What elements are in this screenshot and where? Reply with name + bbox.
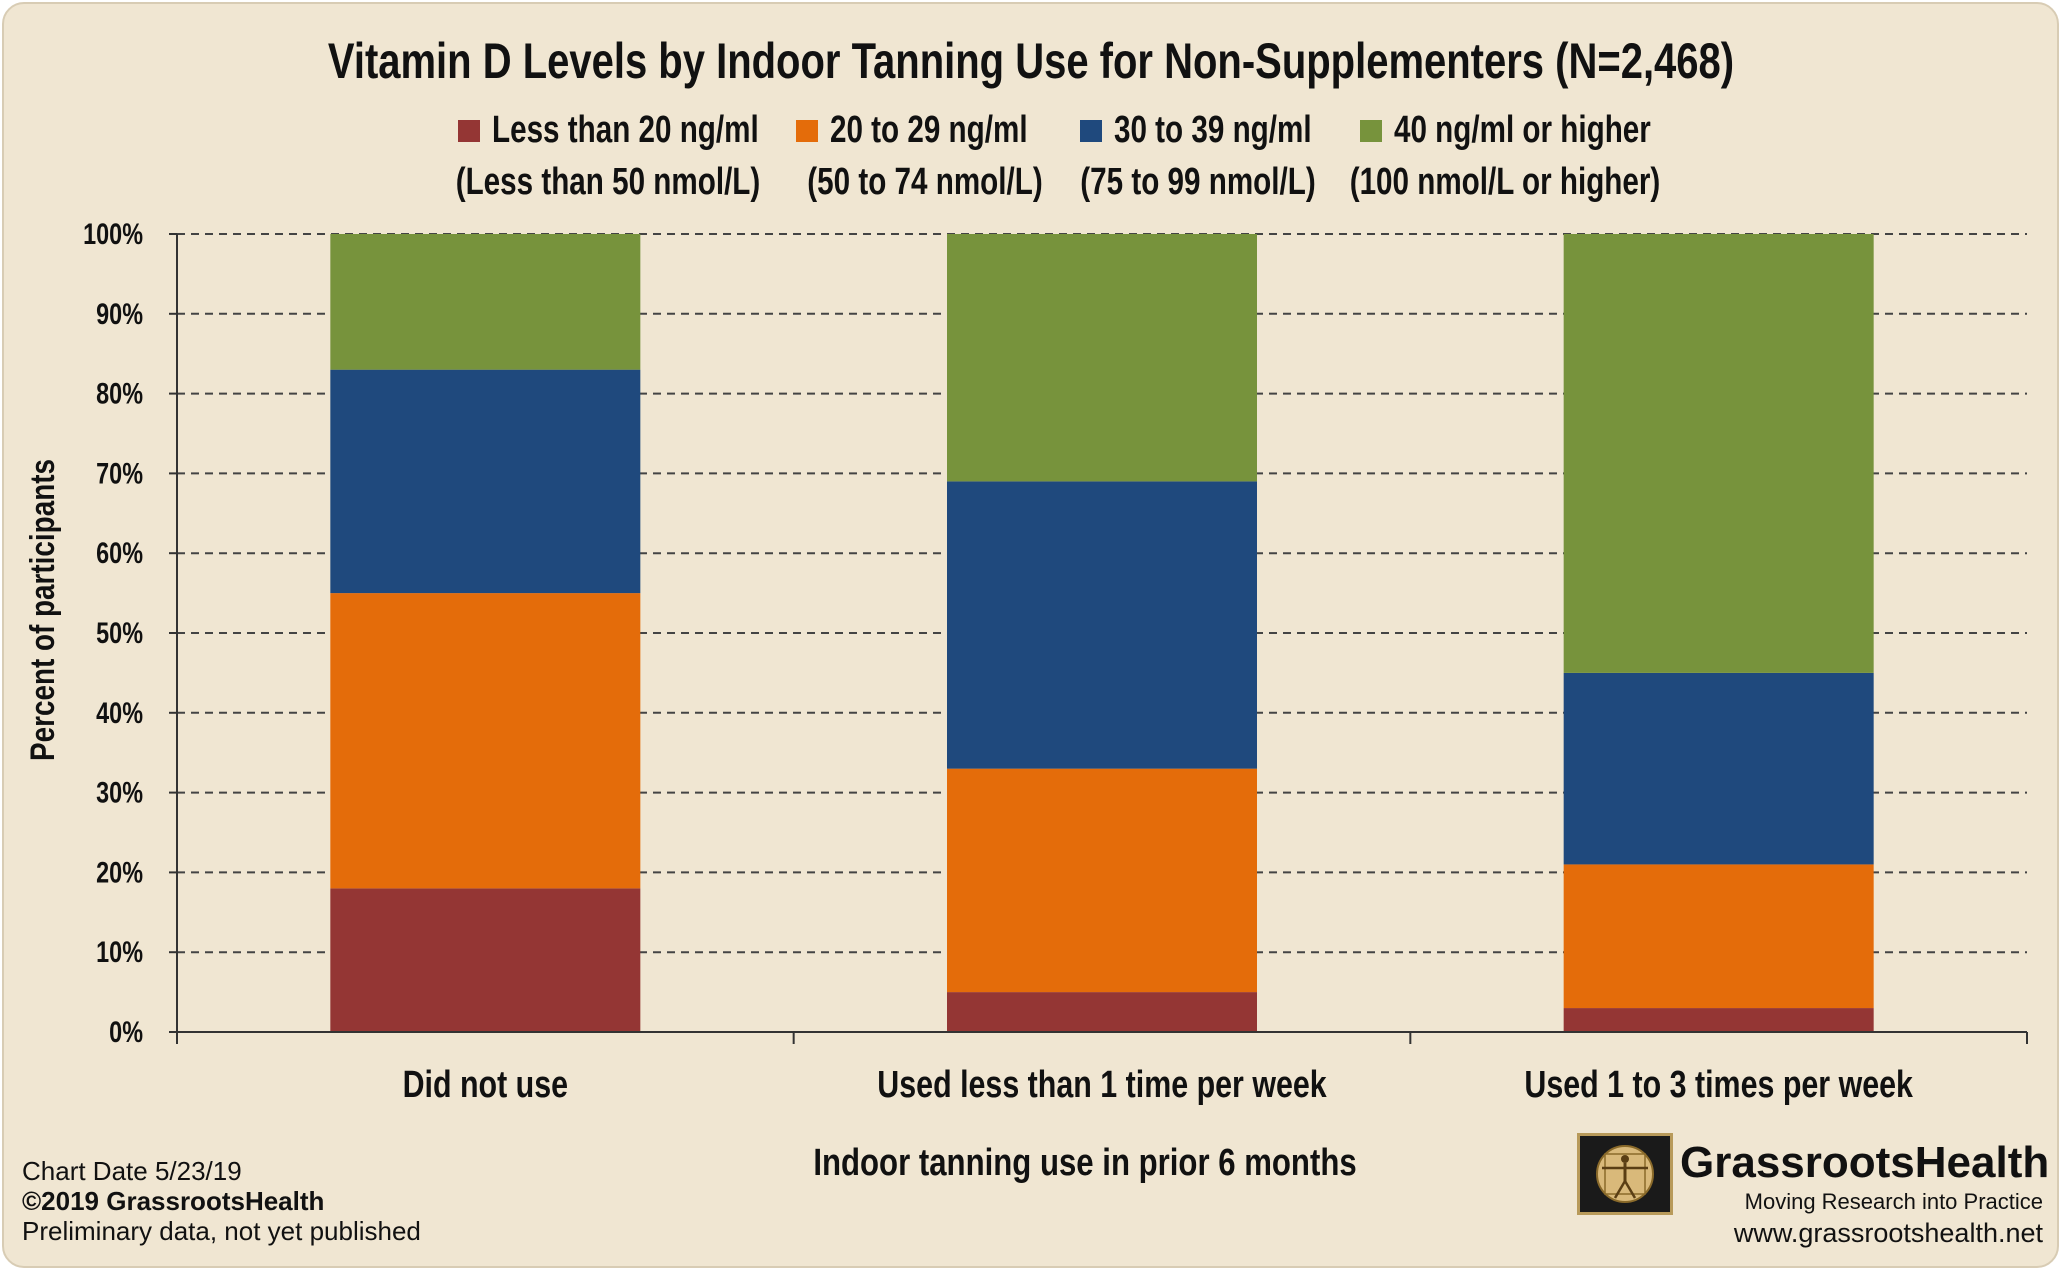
chart-title: Vitamin D Levels by Indoor Tanning Use f… xyxy=(328,33,1734,89)
bar-segment xyxy=(947,234,1257,482)
y-tick-label: 10% xyxy=(96,935,143,968)
x-tick-label: Used less than 1 time per week xyxy=(877,1064,1327,1106)
bar-segment xyxy=(1563,234,1874,673)
legend: Less than 20 ng/ml (Less than 50 nmol/L) 2… xyxy=(456,109,1661,203)
y-tick-label: 0% xyxy=(109,1015,143,1048)
y-tick-label: 60% xyxy=(96,536,143,569)
bar-segment xyxy=(330,234,641,370)
legend-sublabel: (75 to 99 nmol/L) xyxy=(1080,161,1315,203)
brand-url: www.grassrootshealth.net xyxy=(1733,1218,2043,1248)
y-tick-label: 30% xyxy=(96,776,143,809)
chart-date: Chart Date 5/23/19 xyxy=(22,1156,242,1186)
axes: 0% 10% 20% 30% 40% 50% 60% 70% 80% 90% 100% Did not… xyxy=(83,217,2028,1106)
x-tick-label: Did not use xyxy=(403,1064,568,1106)
logo xyxy=(1577,1133,1673,1215)
y-axis-label: Percent of participants xyxy=(23,459,61,761)
bar-segment xyxy=(330,369,641,594)
legend-label: 40 ng/ml or higher xyxy=(1394,109,1651,151)
y-tick-label: 40% xyxy=(96,696,143,729)
preliminary-note: Preliminary data, not yet published xyxy=(22,1216,421,1246)
x-tick-label: Used 1 to 3 times per week xyxy=(1524,1064,1913,1106)
y-tick-label: 100% xyxy=(83,217,143,250)
legend-swatch xyxy=(796,120,818,142)
copyright: ©2019 GrassrootsHealth xyxy=(22,1186,325,1216)
legend-swatch xyxy=(458,120,480,142)
y-tick-label: 90% xyxy=(96,297,143,330)
y-tick-label: 80% xyxy=(96,377,143,410)
legend-label: 30 to 39 ng/ml xyxy=(1114,109,1312,151)
y-tick-label: 20% xyxy=(96,856,143,889)
y-tick-label: 70% xyxy=(96,457,143,490)
legend-sublabel: (50 to 74 nmol/L) xyxy=(807,161,1042,203)
legend-sublabel: (100 nmol/L or higher) xyxy=(1350,161,1661,203)
brand-name: GrassrootsHealth xyxy=(1680,1138,2050,1187)
bar-segment xyxy=(330,593,641,889)
legend-sublabel: (Less than 50 nmol/L) xyxy=(456,161,761,203)
bars xyxy=(330,234,1874,1032)
vitruvian-man-icon xyxy=(1596,1145,1654,1203)
bar-segment xyxy=(1563,864,1874,1009)
brand-tagline: Moving Research into Practice xyxy=(1744,1189,2043,1214)
legend-label: Less than 20 ng/ml xyxy=(492,109,759,151)
bar-segment xyxy=(947,768,1257,993)
bar-segment xyxy=(947,481,1257,769)
bar-segment xyxy=(1563,1008,1874,1032)
x-axis-label: Indoor tanning use in prior 6 months xyxy=(813,1142,1356,1184)
bar-segment xyxy=(1563,672,1874,865)
bar-segment xyxy=(330,888,641,1032)
legend-swatch xyxy=(1360,120,1382,142)
y-tick-label: 50% xyxy=(96,616,143,649)
legend-swatch xyxy=(1080,120,1102,142)
legend-label: 20 to 29 ng/ml xyxy=(830,109,1028,151)
bar-segment xyxy=(947,992,1257,1032)
